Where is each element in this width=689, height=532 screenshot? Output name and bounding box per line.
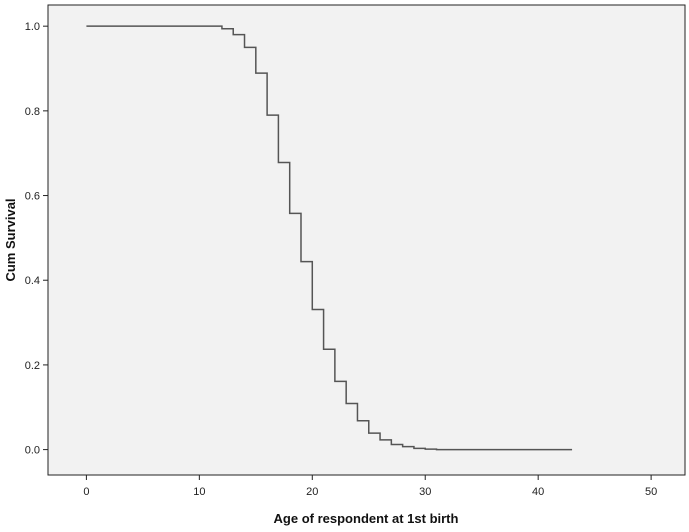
x-tick-label: 10	[193, 486, 205, 498]
y-tick-label: 0.8	[25, 106, 40, 118]
y-tick-label: 0.6	[25, 191, 40, 203]
x-tick-label: 40	[532, 486, 544, 498]
plot-area	[47, 4, 686, 476]
y-tick-label: 0.0	[25, 445, 40, 457]
y-tick-label: 0.2	[25, 360, 40, 372]
x-tick-label: 30	[419, 486, 431, 498]
y-axis-title: Cum Survival	[3, 198, 18, 281]
y-tick-label: 0.4	[25, 275, 40, 287]
y-tick-label: 1.0	[25, 21, 40, 33]
survival-curve	[86, 25, 573, 451]
x-tick-label: 50	[645, 486, 657, 498]
x-tick-label: 0	[83, 486, 89, 498]
x-axis-title: Age of respondent at 1st birth	[274, 511, 459, 526]
x-tick-label: 20	[306, 486, 318, 498]
